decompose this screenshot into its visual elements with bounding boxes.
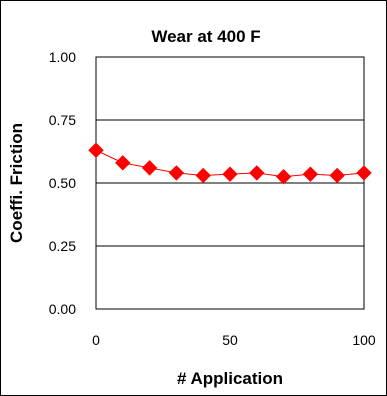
- x-tick-label: 100: [352, 332, 376, 348]
- data-point: [302, 166, 319, 182]
- data-point: [195, 167, 211, 184]
- data-point: [115, 155, 131, 171]
- data-point: [222, 166, 238, 182]
- y-tick-label: 0.50: [49, 175, 76, 191]
- y-tick-labels: 0.00 0.25 0.50 0.75 1.00: [49, 49, 76, 317]
- x-tick-label: 0: [92, 332, 100, 348]
- grid-lines: [96, 119, 364, 247]
- data-point: [88, 142, 104, 158]
- y-tick-label: 0.25: [49, 238, 76, 254]
- data-point: [329, 167, 345, 184]
- x-tick-label: 50: [222, 332, 238, 348]
- x-axis-label: # Application: [177, 369, 283, 388]
- series-group: [88, 142, 372, 185]
- data-point: [141, 160, 158, 176]
- y-axis-label: Coeffi. Friction: [7, 123, 26, 243]
- data-point: [249, 165, 265, 181]
- data-point: [356, 165, 372, 181]
- y-tick-label: 0.75: [49, 112, 76, 128]
- y-tick-label: 1.00: [49, 49, 76, 65]
- data-point: [275, 168, 292, 185]
- x-tick-labels: 0 50 100: [92, 332, 376, 348]
- y-tick-label: 0.00: [49, 301, 76, 317]
- data-point: [168, 165, 185, 181]
- chart-title: Wear at 400 F: [151, 27, 260, 46]
